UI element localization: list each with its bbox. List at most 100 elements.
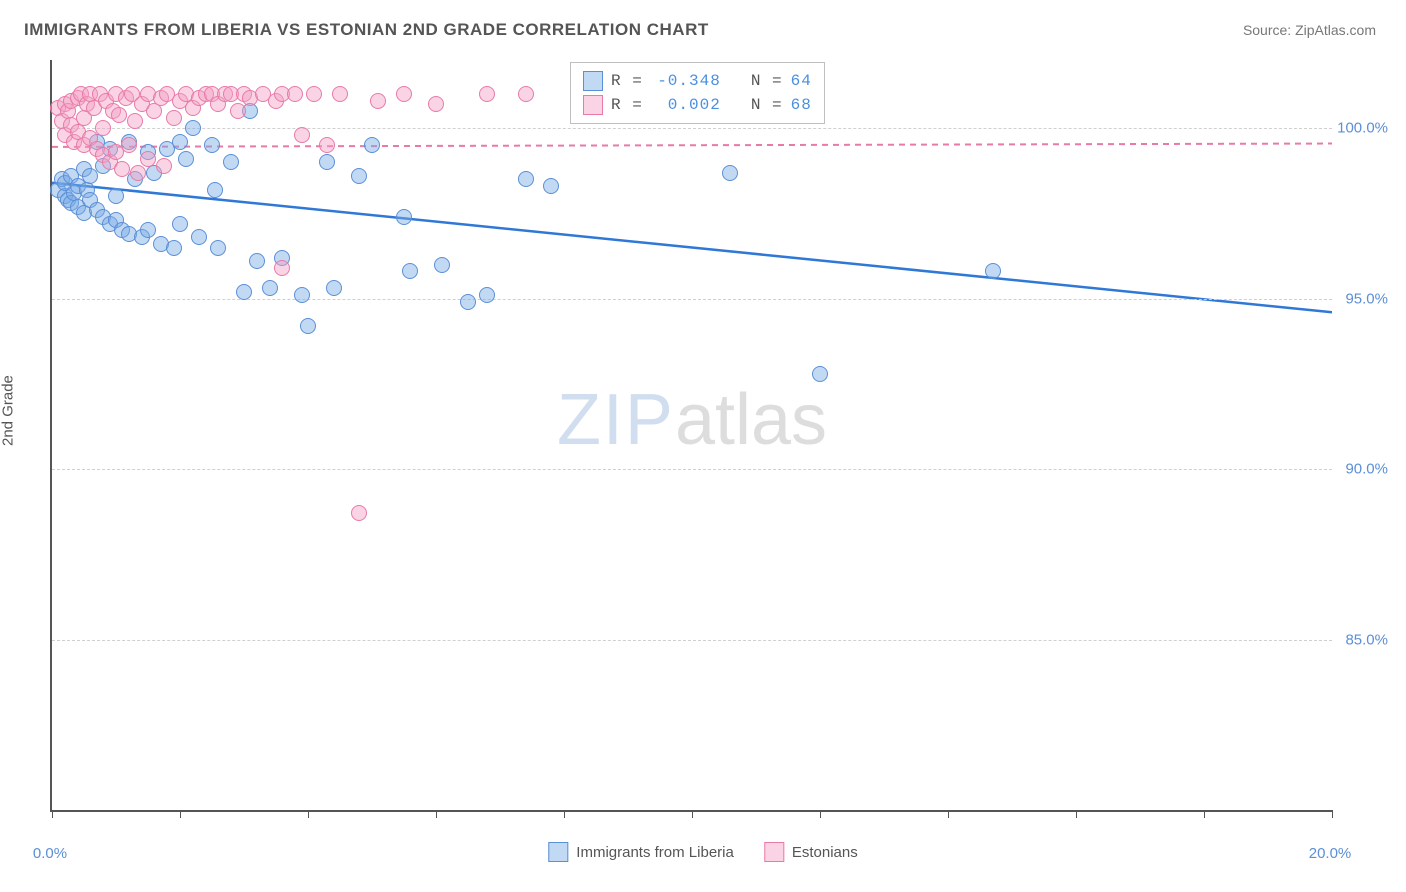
point-liberia xyxy=(543,178,559,194)
point-estonians xyxy=(130,165,146,181)
legend-swatch-liberia xyxy=(548,842,568,862)
trendlines-layer xyxy=(52,60,1332,810)
x-tick xyxy=(1332,810,1333,818)
watermark-zip: ZIP xyxy=(557,380,675,460)
point-liberia xyxy=(351,168,367,184)
point-liberia xyxy=(722,165,738,181)
point-liberia xyxy=(207,182,223,198)
point-estonians xyxy=(114,161,130,177)
point-liberia xyxy=(294,287,310,303)
y-tick-label: 100.0% xyxy=(1337,120,1388,137)
point-estonians xyxy=(306,86,322,102)
point-liberia xyxy=(210,240,226,256)
point-liberia xyxy=(223,154,239,170)
x-tick xyxy=(564,810,565,818)
point-liberia xyxy=(396,209,412,225)
point-liberia xyxy=(518,171,534,187)
x-tick xyxy=(52,810,53,818)
point-liberia xyxy=(985,263,1001,279)
stats-n-label: N = xyxy=(751,72,783,90)
plot-area: ZIPatlas xyxy=(50,60,1332,812)
point-liberia xyxy=(326,280,342,296)
point-estonians xyxy=(370,93,386,109)
point-liberia xyxy=(319,154,335,170)
point-liberia xyxy=(185,120,201,136)
point-estonians xyxy=(479,86,495,102)
gridline-h xyxy=(52,640,1332,641)
x-tick xyxy=(1204,810,1205,818)
point-estonians xyxy=(319,137,335,153)
legend: Immigrants from Liberia Estonians xyxy=(548,842,857,862)
legend-label-estonians: Estonians xyxy=(792,844,858,861)
point-estonians xyxy=(166,110,182,126)
point-liberia xyxy=(262,280,278,296)
x-tick xyxy=(948,810,949,818)
point-estonians xyxy=(332,86,348,102)
stats-r-value: -0.348 xyxy=(651,72,721,90)
point-estonians xyxy=(127,113,143,129)
stats-n-value: 68 xyxy=(791,96,812,114)
stats-n-value: 64 xyxy=(791,72,812,90)
x-tick-label: 20.0% xyxy=(1309,845,1352,862)
point-liberia xyxy=(172,134,188,150)
stats-n-label: N = xyxy=(751,96,783,114)
x-tick xyxy=(436,810,437,818)
point-liberia xyxy=(191,229,207,245)
stats-swatch-liberia xyxy=(583,71,603,91)
point-estonians xyxy=(95,120,111,136)
trendline-estonians xyxy=(52,144,1332,147)
source-label: Source: ZipAtlas.com xyxy=(1243,22,1376,38)
stats-r-label: R = xyxy=(611,72,643,90)
chart-container: IMMIGRANTS FROM LIBERIA VS ESTONIAN 2ND … xyxy=(0,0,1406,892)
point-liberia xyxy=(434,257,450,273)
point-liberia xyxy=(108,188,124,204)
point-estonians xyxy=(351,505,367,521)
point-liberia xyxy=(204,137,220,153)
point-liberia xyxy=(166,240,182,256)
x-tick xyxy=(180,810,181,818)
x-tick xyxy=(308,810,309,818)
point-liberia xyxy=(300,318,316,334)
point-liberia xyxy=(812,366,828,382)
point-liberia xyxy=(178,151,194,167)
stats-r-value: 0.002 xyxy=(651,96,721,114)
point-estonians xyxy=(146,103,162,119)
stats-box: R = -0.348 N = 64 R = 0.002 N = 68 xyxy=(570,62,825,124)
legend-item-liberia: Immigrants from Liberia xyxy=(548,842,734,862)
legend-item-estonians: Estonians xyxy=(764,842,858,862)
point-liberia xyxy=(479,287,495,303)
point-estonians xyxy=(111,107,127,123)
point-estonians xyxy=(230,103,246,119)
chart-title: IMMIGRANTS FROM LIBERIA VS ESTONIAN 2ND … xyxy=(24,20,709,40)
y-tick-label: 90.0% xyxy=(1345,461,1388,478)
y-tick-label: 85.0% xyxy=(1345,631,1388,648)
point-liberia xyxy=(172,216,188,232)
point-liberia xyxy=(460,294,476,310)
x-tick xyxy=(692,810,693,818)
x-tick-label: 0.0% xyxy=(33,845,67,862)
gridline-h xyxy=(52,128,1332,129)
watermark-atlas: atlas xyxy=(675,380,827,460)
stats-r-label: R = xyxy=(611,96,643,114)
point-estonians xyxy=(518,86,534,102)
x-tick xyxy=(1076,810,1077,818)
gridline-h xyxy=(52,469,1332,470)
y-tick-label: 95.0% xyxy=(1345,290,1388,307)
point-estonians xyxy=(121,137,137,153)
point-estonians xyxy=(156,158,172,174)
point-liberia xyxy=(249,253,265,269)
stats-swatch-estonians xyxy=(583,95,603,115)
stats-row-estonians: R = 0.002 N = 68 xyxy=(583,93,812,117)
point-liberia xyxy=(140,222,156,238)
point-estonians xyxy=(140,151,156,167)
stats-row-liberia: R = -0.348 N = 64 xyxy=(583,69,812,93)
point-estonians xyxy=(294,127,310,143)
watermark: ZIPatlas xyxy=(557,379,827,461)
x-tick xyxy=(820,810,821,818)
point-liberia xyxy=(402,263,418,279)
point-estonians xyxy=(428,96,444,112)
point-estonians xyxy=(287,86,303,102)
point-estonians xyxy=(396,86,412,102)
point-liberia xyxy=(236,284,252,300)
y-axis-label: 2nd Grade xyxy=(0,375,17,446)
